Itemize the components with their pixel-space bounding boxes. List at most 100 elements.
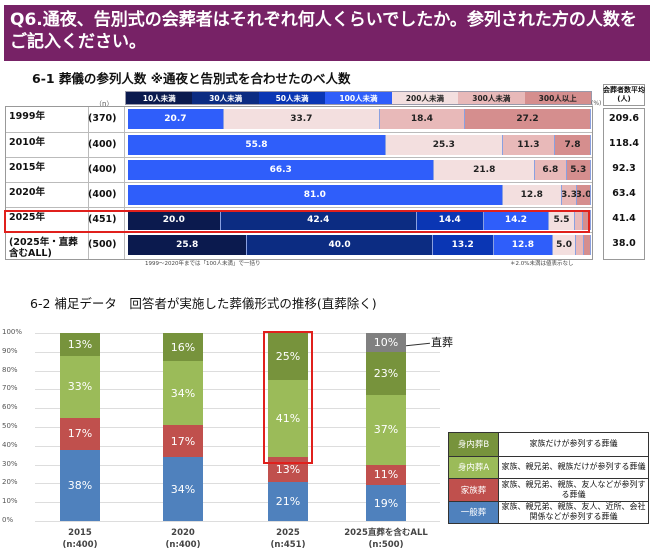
y-tick-label: 0% bbox=[2, 516, 14, 524]
x-category: 2015 bbox=[68, 528, 92, 538]
column-segment: 25% bbox=[268, 333, 308, 380]
bar-segment: 55.8 bbox=[128, 135, 386, 155]
chart1-legend: 10人未満 30人未満 50人未満 100人未満 200人未満 300人未満 300人以上 bbox=[125, 91, 592, 105]
row-n: (500) bbox=[88, 239, 117, 250]
legend-item: 300人未満 bbox=[458, 92, 525, 104]
row-average: 38.0 bbox=[612, 238, 636, 249]
column-segment: 16% bbox=[163, 333, 203, 362]
table-row: 2025年 (451) 20.0 42.4 14.4 14.2 5.5 bbox=[6, 207, 592, 231]
y-tick-label: 90% bbox=[2, 346, 18, 355]
bar-segment bbox=[574, 210, 584, 230]
bar-segment: 27.2 bbox=[465, 109, 591, 129]
column-segment: 13% bbox=[268, 457, 308, 482]
legend-item: 200人未満 bbox=[391, 92, 459, 104]
legend-desc: 家族、親兄弟、親族、友人などが参列する葬儀 bbox=[501, 479, 646, 499]
legend-row: 一般葬 家族、親兄弟、親族、友人、近所、会社関係などが参列する葬儀 bbox=[449, 500, 648, 523]
stacked-bar: 20.0 42.4 14.4 14.2 5.5 bbox=[128, 210, 591, 230]
callout-line bbox=[406, 342, 430, 347]
bar-segment: 40.0 bbox=[247, 235, 433, 255]
stacked-bar: 81.012.83.33.0 bbox=[128, 185, 591, 205]
legend-desc: 家族、親兄弟、親族、友人、近所、会社関係などが参列する葬儀 bbox=[501, 502, 646, 522]
column-segment: 10% bbox=[366, 333, 406, 352]
bar-segment: 11.3 bbox=[502, 135, 555, 155]
row-average: 118.4 bbox=[608, 138, 640, 149]
column-segment: 21% bbox=[268, 481, 308, 521]
row-average: 63.4 bbox=[612, 188, 636, 199]
column-segment: 13% bbox=[60, 333, 100, 356]
y-tick-label: 20% bbox=[2, 478, 18, 487]
gridline bbox=[35, 483, 440, 485]
legend-key: 身内葬B bbox=[449, 433, 499, 456]
x-n: (n:400) bbox=[62, 540, 98, 550]
bar-segment: 33.7 bbox=[223, 109, 380, 129]
x-category: 2025直葬を含むALL bbox=[344, 528, 428, 538]
row-n: (370) bbox=[88, 113, 117, 124]
bar-segment: 6.8 bbox=[535, 160, 567, 180]
gridline bbox=[35, 521, 440, 522]
x-label: 2025直葬を含むALL (n:500) bbox=[331, 527, 441, 551]
y-tick-label: 70% bbox=[2, 384, 18, 393]
column-segment: 37% bbox=[366, 395, 406, 465]
legend-key: 身内葬A bbox=[449, 456, 499, 478]
x-n: (n:451) bbox=[270, 540, 306, 550]
column-segment: 34% bbox=[163, 361, 203, 426]
x-label: 2020 (n:400) bbox=[128, 527, 238, 551]
gridline bbox=[35, 427, 440, 428]
question-title: Q6.通夜、告別式の会葬者はそれぞれ何人くらいでしたか。参列された方の人数をご記… bbox=[4, 5, 650, 61]
column-segment: 34% bbox=[163, 457, 203, 521]
y-tick-label: 50% bbox=[2, 422, 18, 430]
row-average: 92.3 bbox=[612, 163, 636, 174]
legend-item: 30人未満 bbox=[192, 92, 259, 104]
bar-segment: 14.2 bbox=[483, 210, 550, 230]
y-tick-label: 40% bbox=[2, 440, 18, 449]
bar-segment: 20.0 bbox=[128, 210, 221, 230]
row-average: 41.4 bbox=[612, 213, 636, 224]
note-right: ＊2.0%未満は値表示なし bbox=[510, 261, 574, 267]
gridline bbox=[35, 370, 440, 372]
chart2-legend: 身内葬B 家族だけが参列する葬儀 身内葬A 家族、親兄弟、親族だけが参列する葬儀 家族葬… bbox=[448, 432, 649, 524]
column-segment: 41% bbox=[268, 380, 308, 458]
callout-label: 直葬 bbox=[431, 336, 453, 349]
row-label: 2020年 bbox=[9, 187, 45, 198]
bar-segment: 7.8 bbox=[554, 135, 592, 155]
bar-segment: 14.4 bbox=[416, 210, 484, 230]
bar-segment: 5.0 bbox=[553, 235, 577, 255]
bar-segment: 3.3 bbox=[561, 185, 578, 205]
column-segment: 17% bbox=[163, 425, 203, 458]
legend-row: 身内葬B 家族だけが参列する葬儀 bbox=[449, 433, 648, 456]
x-label: 2015 (n:400) bbox=[25, 527, 135, 551]
row-label: 1999年 bbox=[9, 111, 45, 122]
row-n: (400) bbox=[88, 164, 117, 175]
y-tick-label: 60% bbox=[2, 403, 18, 412]
column-segment: 23% bbox=[366, 351, 406, 396]
x-n: (n:400) bbox=[165, 540, 201, 550]
gridline bbox=[35, 389, 440, 391]
y-tick-label: 80% bbox=[2, 365, 18, 374]
column-segment: 17% bbox=[60, 417, 100, 450]
bar-segment: 66.3 bbox=[128, 160, 435, 180]
bar-segment: 25.3 bbox=[385, 135, 503, 155]
bar-segment: 21.8 bbox=[434, 160, 536, 180]
stacked-bar: 55.8 25.3 11.3 7.8 bbox=[128, 135, 592, 155]
gridline bbox=[35, 502, 440, 504]
row-n: (400) bbox=[88, 189, 117, 200]
y-tick-label: 10% bbox=[2, 497, 18, 506]
x-label: 2025 (n:451) bbox=[233, 527, 343, 551]
bar-segment: 20.7 bbox=[128, 109, 224, 129]
x-n: (n:500) bbox=[368, 540, 404, 550]
legend-key: 一般葬 bbox=[449, 501, 499, 523]
bar-segment bbox=[583, 210, 591, 230]
gridline bbox=[35, 408, 440, 410]
row-label: (2025年・直葬含むALL) bbox=[9, 237, 78, 259]
bar-segment: 18.4 bbox=[379, 109, 466, 129]
bar-segment: 25.8 bbox=[128, 235, 248, 255]
stacked-bar: 66.3 21.8 6.8 5.3 bbox=[128, 160, 591, 180]
bar-segment: 5.3 bbox=[566, 160, 591, 180]
n-header: （n） bbox=[95, 100, 114, 108]
stacked-column: 21% 13% 41% 25% bbox=[268, 333, 308, 521]
highlight-box-2025 bbox=[4, 210, 590, 233]
row-label: 2025年 bbox=[9, 212, 45, 223]
table-row: 2020年 (400) 81.012.83.33.0 bbox=[6, 182, 592, 206]
legend-item: 10人未満 bbox=[126, 92, 193, 104]
legend-item: 300人以上 bbox=[524, 92, 591, 104]
